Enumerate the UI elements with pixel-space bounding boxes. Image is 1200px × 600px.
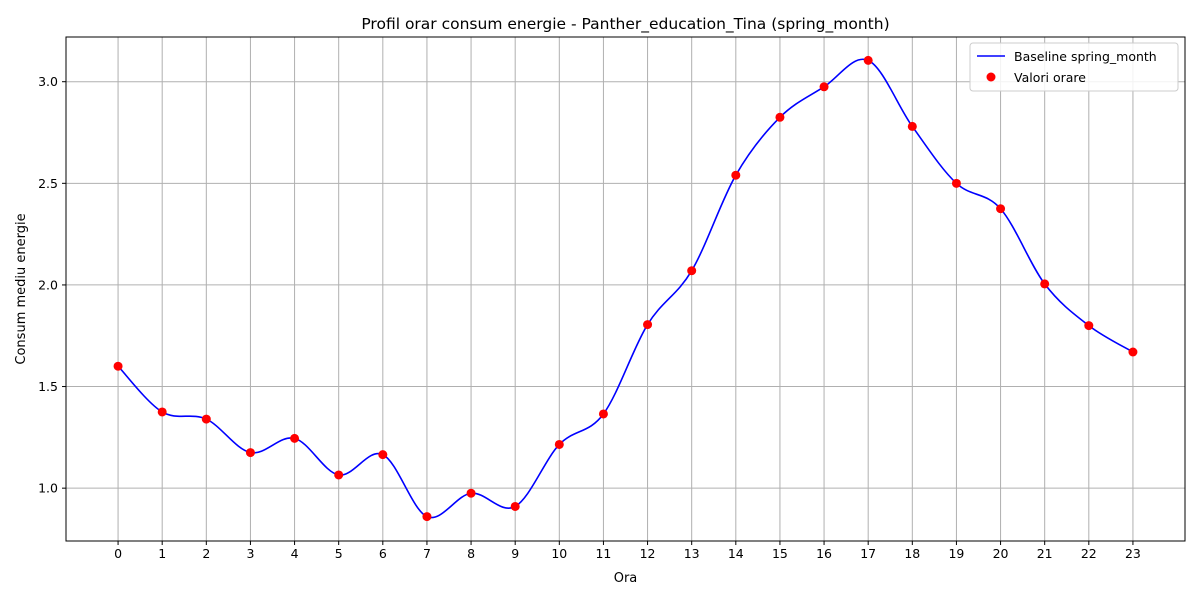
hourly-value-point	[290, 433, 300, 443]
x-tick-label: 4	[291, 546, 299, 561]
hourly-value-point	[907, 121, 917, 131]
x-tick-label: 0	[114, 546, 122, 561]
x-tick-label: 23	[1125, 546, 1141, 561]
legend-entry-valori: Valori orare	[1014, 70, 1086, 85]
hourly-value-point	[1084, 321, 1094, 331]
x-tick-label: 20	[993, 546, 1009, 561]
plot-frame	[65, 36, 1186, 542]
legend-box	[969, 42, 1179, 92]
x-tick-label: 13	[684, 546, 700, 561]
x-tick-label: 1	[158, 546, 166, 561]
hourly-value-point	[643, 320, 653, 330]
hourly-value-point	[1128, 347, 1138, 357]
x-tick-label: 9	[511, 546, 519, 561]
hourly-value-point	[157, 407, 167, 417]
hourly-value-point	[996, 204, 1006, 214]
legend: Baseline spring_month Valori orare	[969, 42, 1179, 92]
y-tick-label: 2.5	[38, 176, 58, 191]
hourly-value-point	[731, 170, 741, 180]
legend-dot-swatch	[986, 72, 996, 82]
hourly-value-point	[863, 55, 873, 65]
x-axis-label: Ora	[614, 571, 638, 586]
x-tick-label: 12	[640, 546, 656, 561]
x-tick-label: 14	[728, 546, 744, 561]
hourly-value-point	[466, 488, 476, 498]
hourly-value-point	[378, 450, 388, 460]
x-axis-ticks: 0 1 2 3 4 5 6 7 8 9 10 11 12 13 14 15 16 17 18 19 20 21 22 23	[114, 541, 1141, 561]
hourly-value-point	[819, 82, 829, 92]
legend-entry-baseline: Baseline spring_month	[1014, 49, 1157, 64]
x-tick-label: 7	[423, 546, 431, 561]
x-tick-label: 19	[948, 546, 964, 561]
y-axis-label: Consum mediu energie	[14, 213, 29, 364]
y-axis-ticks: 1.0 1.5 2.0 2.5 3.0	[38, 74, 66, 496]
grid	[66, 37, 1185, 541]
hourly-value-point	[510, 501, 520, 511]
hourly-value-point	[201, 414, 211, 424]
x-tick-label: 8	[467, 546, 475, 561]
hourly-value-point	[775, 112, 785, 122]
hourly-value-point	[687, 266, 697, 276]
hourly-value-point	[1040, 279, 1050, 289]
hourly-value-point	[951, 178, 961, 188]
hourly-value-point	[422, 512, 432, 522]
x-tick-label: 15	[772, 546, 788, 561]
hourly-value-point	[113, 361, 123, 371]
x-tick-label: 5	[335, 546, 343, 561]
y-tick-label: 2.0	[38, 277, 58, 292]
y-tick-label: 1.0	[38, 481, 58, 496]
x-tick-label: 6	[379, 546, 387, 561]
hourly-value-point	[554, 439, 564, 449]
x-tick-label: 18	[904, 546, 920, 561]
x-tick-label: 21	[1037, 546, 1053, 561]
hourly-value-point	[334, 470, 344, 480]
x-tick-label: 3	[246, 546, 254, 561]
x-tick-label: 11	[595, 546, 611, 561]
chart-title: Profil orar consum energie - Panther_edu…	[361, 15, 889, 34]
x-tick-label: 2	[202, 546, 210, 561]
hourly-value-point	[598, 409, 608, 419]
x-tick-label: 22	[1081, 546, 1097, 561]
y-tick-label: 1.5	[38, 379, 58, 394]
points-layer	[113, 55, 1138, 522]
x-tick-label: 16	[816, 546, 832, 561]
y-tick-label: 3.0	[38, 74, 58, 89]
hourly-value-point	[245, 448, 255, 458]
x-tick-label: 17	[860, 546, 876, 561]
x-tick-label: 10	[551, 546, 567, 561]
